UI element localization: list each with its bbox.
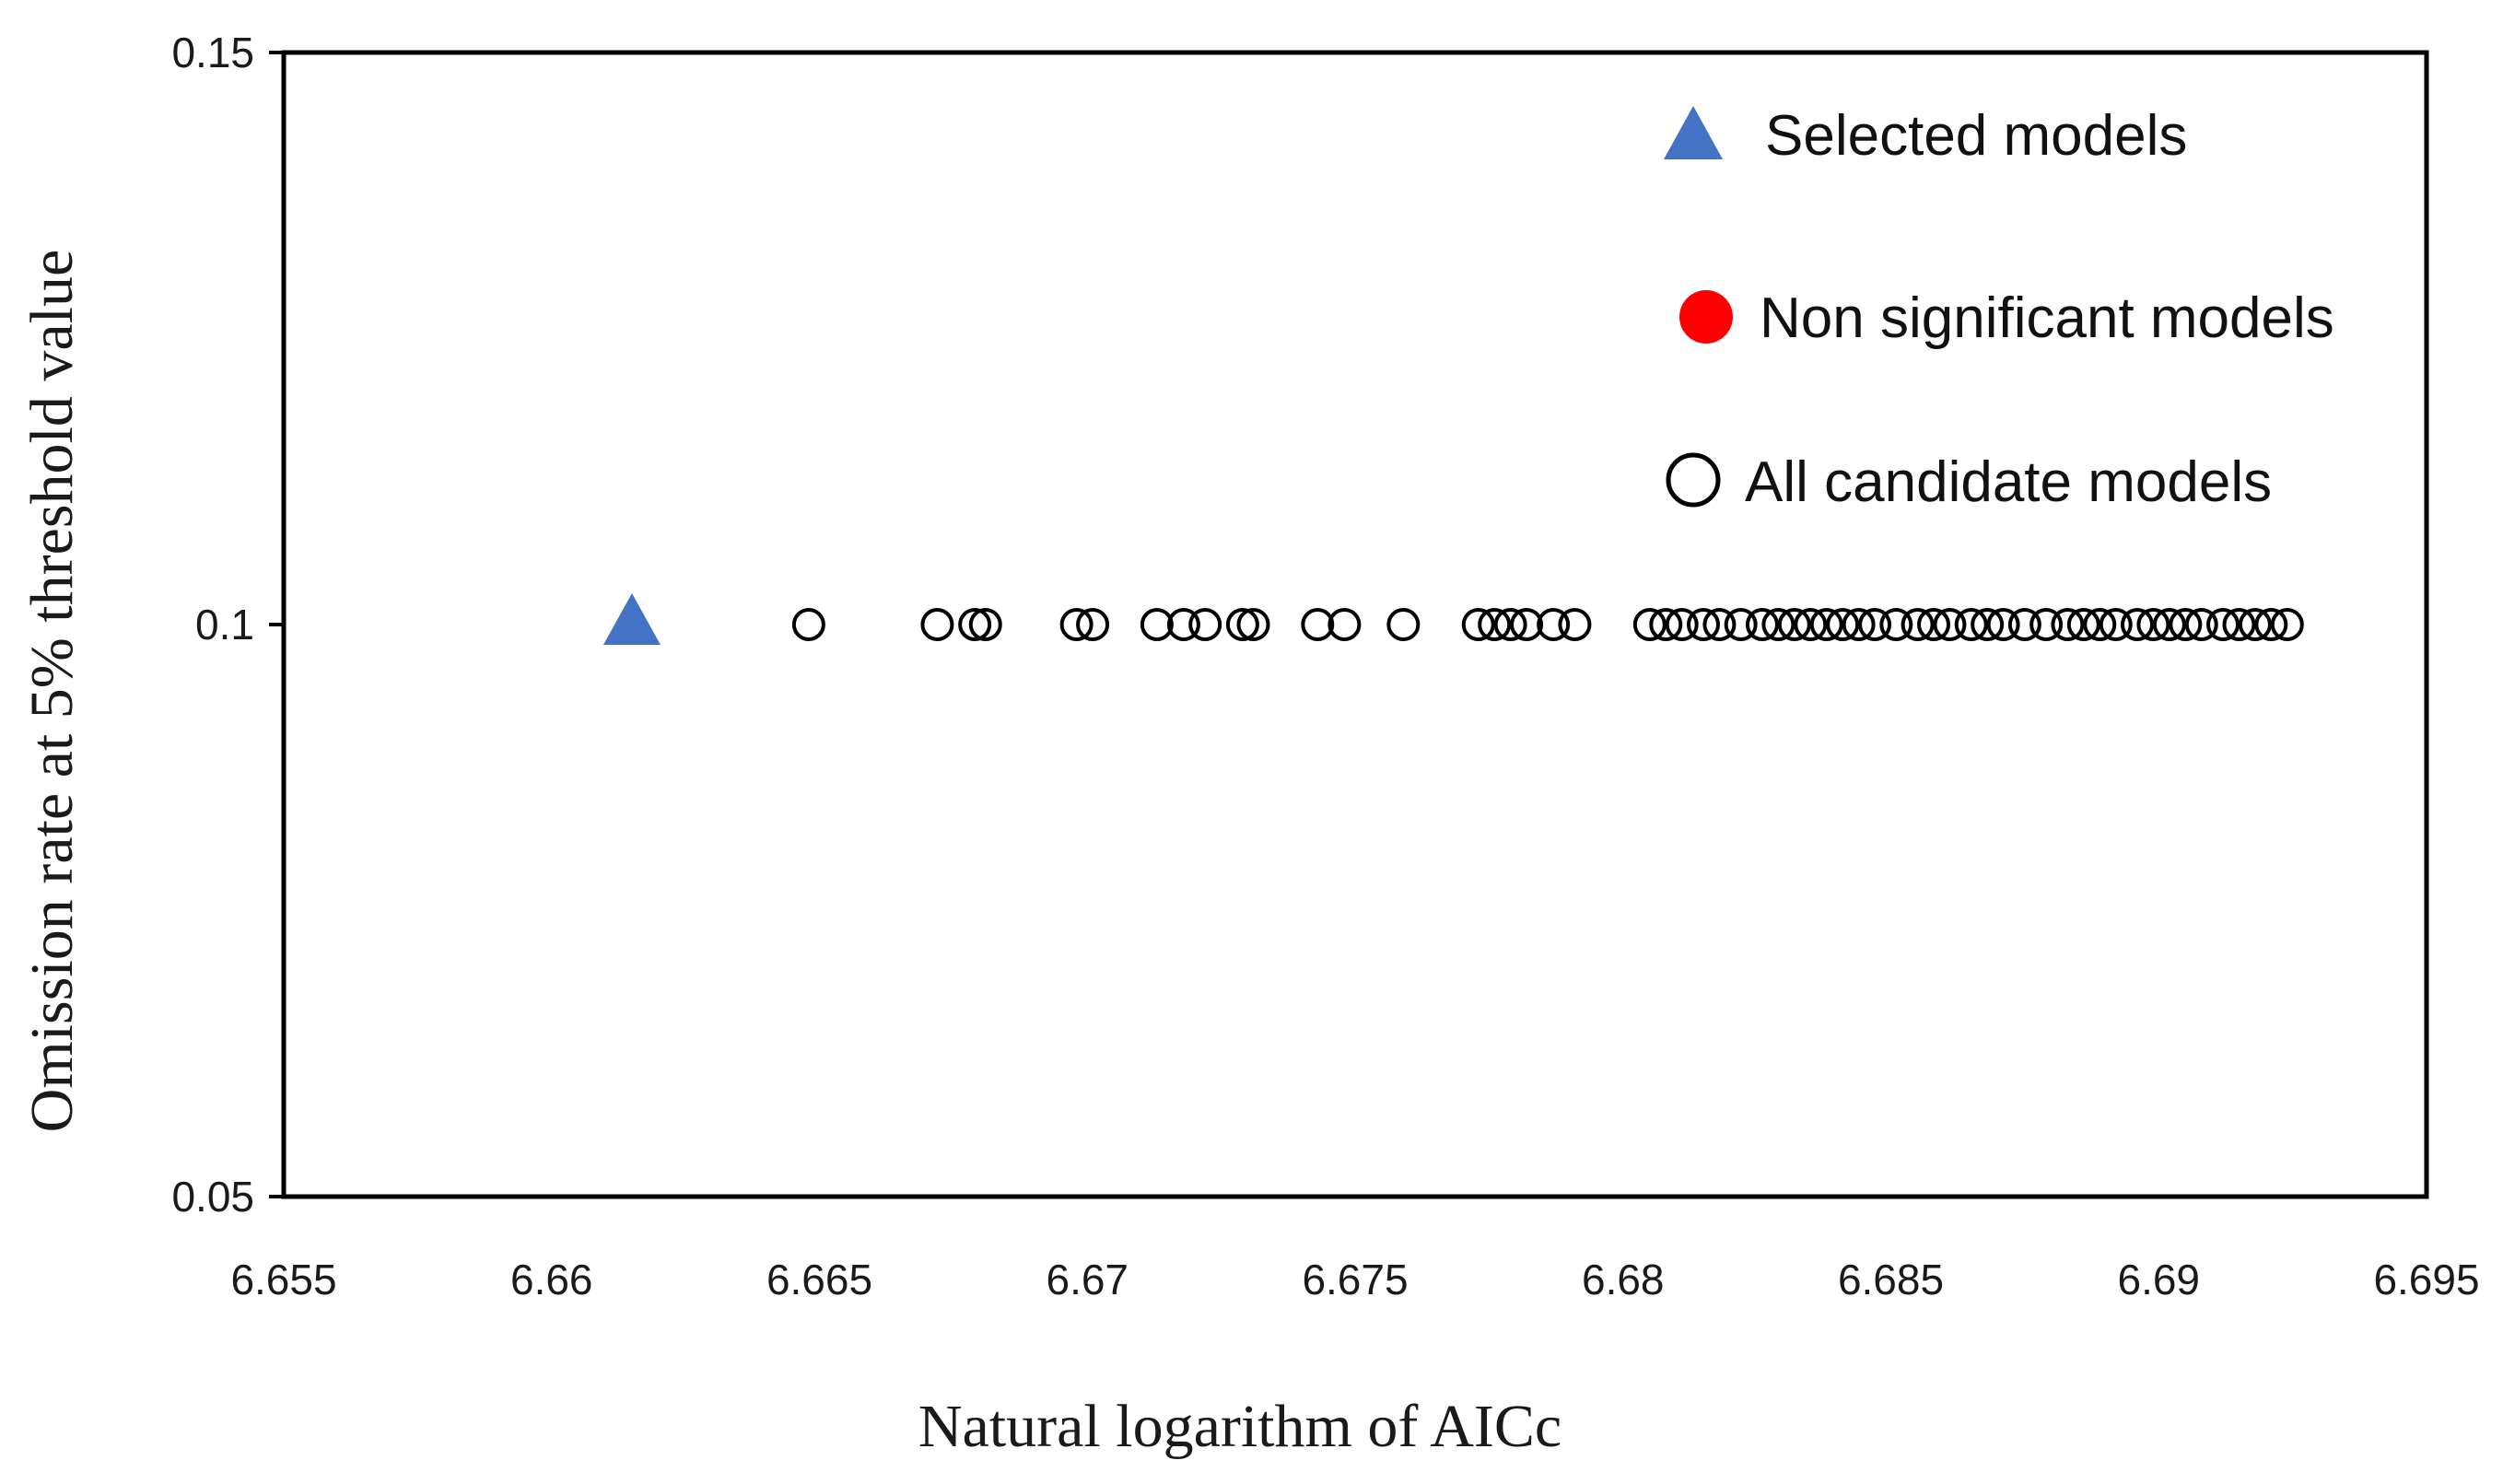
plot-area-frame [281, 50, 2429, 1199]
y-tick-label: 0.05 [171, 1173, 254, 1221]
candidate-model-point [2136, 608, 2170, 641]
candidate-model-point [1879, 608, 1913, 641]
candidate-model-point [1461, 608, 1495, 641]
candidate-model-point [1702, 608, 1737, 641]
candidate-model-point [2222, 608, 2256, 641]
candidate-model-point [1510, 608, 1544, 641]
candidate-model-point [1225, 608, 1259, 641]
candidate-model-point [1794, 608, 1828, 641]
candidate-model-point [1059, 608, 1094, 641]
candidate-model-point [2083, 608, 2117, 641]
x-tick-label: 6.69 [2117, 1256, 2200, 1303]
candidate-model-point [1842, 608, 1876, 641]
y-tick-label: 0.1 [195, 601, 254, 649]
candidate-model-point [1809, 608, 1843, 641]
candidate-model-point [1478, 608, 1512, 641]
candidate-model-point [2120, 608, 2154, 641]
legend-open-circle-icon [1666, 452, 1721, 508]
candidate-model-point [1777, 608, 1811, 641]
candidate-model-point [1328, 608, 1362, 641]
candidate-model-point [1166, 608, 1200, 641]
candidate-model-point [1301, 608, 1335, 641]
legend: Selected models Non significant models A… [1664, 104, 2334, 514]
data-points [602, 593, 2304, 645]
legend-red-dot-icon [1679, 290, 1733, 344]
candidate-model-point [1493, 608, 1527, 641]
candidate-model-point [2007, 608, 2041, 641]
candidate-model-point [1188, 608, 1222, 641]
y-axis-title: Omission rate at 5% threshold value [18, 250, 86, 1133]
candidate-model-point [2029, 608, 2064, 641]
candidate-model-point [1558, 608, 1592, 641]
candidate-model-point [1140, 608, 1174, 641]
x-tick-label: 6.675 [1302, 1256, 1408, 1303]
candidate-model-point [1971, 608, 2005, 641]
candidate-model-point [968, 608, 1002, 641]
candidate-model-point [791, 608, 825, 641]
candidate-model-point [2099, 608, 2133, 641]
candidate-model-point [1686, 608, 1720, 641]
candidate-model-point [1933, 608, 1967, 641]
candidate-model-point [2169, 608, 2203, 641]
candidate-model-point [2051, 608, 2085, 641]
candidate-model-point [1386, 608, 1421, 641]
candidate-model-point [2254, 608, 2288, 641]
selected-model-point [602, 593, 661, 645]
candidate-model-point [2206, 608, 2240, 641]
candidate-model-point [2184, 608, 2218, 641]
candidate-model-point [1537, 608, 1571, 641]
candidate-model-point [1826, 608, 1860, 641]
candidate-model-point [1745, 608, 1779, 641]
candidate-model-point [2066, 608, 2100, 641]
candidate-model-point [1858, 608, 1892, 641]
x-tick-label: 6.655 [230, 1256, 336, 1303]
candidate-model-point [2238, 608, 2272, 641]
legend-label-all-candidates: All candidate models [1745, 450, 2272, 514]
candidate-model-point [1724, 608, 1758, 641]
candidate-model-point [1917, 608, 1951, 641]
candidate-model-point [1649, 608, 1683, 641]
legend-label-non-significant: Non significant models [1760, 286, 2334, 350]
x-tick-label: 6.66 [510, 1256, 593, 1303]
x-tick-label: 6.68 [1582, 1256, 1665, 1303]
candidate-model-point [1954, 608, 1988, 641]
legend-triangle-icon [1664, 106, 1723, 159]
candidate-model-point [920, 608, 954, 641]
y-tick-label: 0.15 [171, 29, 254, 76]
candidate-model-point [958, 608, 992, 641]
x-tick-label: 6.665 [766, 1256, 872, 1303]
candidate-model-point [1236, 608, 1270, 641]
candidate-model-point [1076, 608, 1110, 641]
x-axis-title: Natural logarithm of AICc [918, 1393, 1561, 1460]
x-tick-label: 6.67 [1046, 1256, 1129, 1303]
legend-label-selected: Selected models [1765, 104, 2187, 168]
candidate-model-point [2152, 608, 2186, 641]
candidate-model-point [1761, 608, 1795, 641]
candidate-model-point [2270, 608, 2304, 641]
x-tick-label: 6.685 [1838, 1256, 1944, 1303]
x-tick-label: 6.695 [2373, 1256, 2479, 1303]
candidate-model-point [1986, 608, 2020, 641]
x-axis-ticks: 6.655 6.66 6.665 6.67 6.675 6.68 6.685 6.69 6.69… [230, 1256, 2479, 1303]
y-axis-ticks: 0.05 0.1 0.15 [171, 29, 284, 1221]
candidate-model-point [1665, 608, 1699, 641]
candidate-model-point [1632, 608, 1667, 641]
candidate-model-point [1901, 608, 1935, 641]
